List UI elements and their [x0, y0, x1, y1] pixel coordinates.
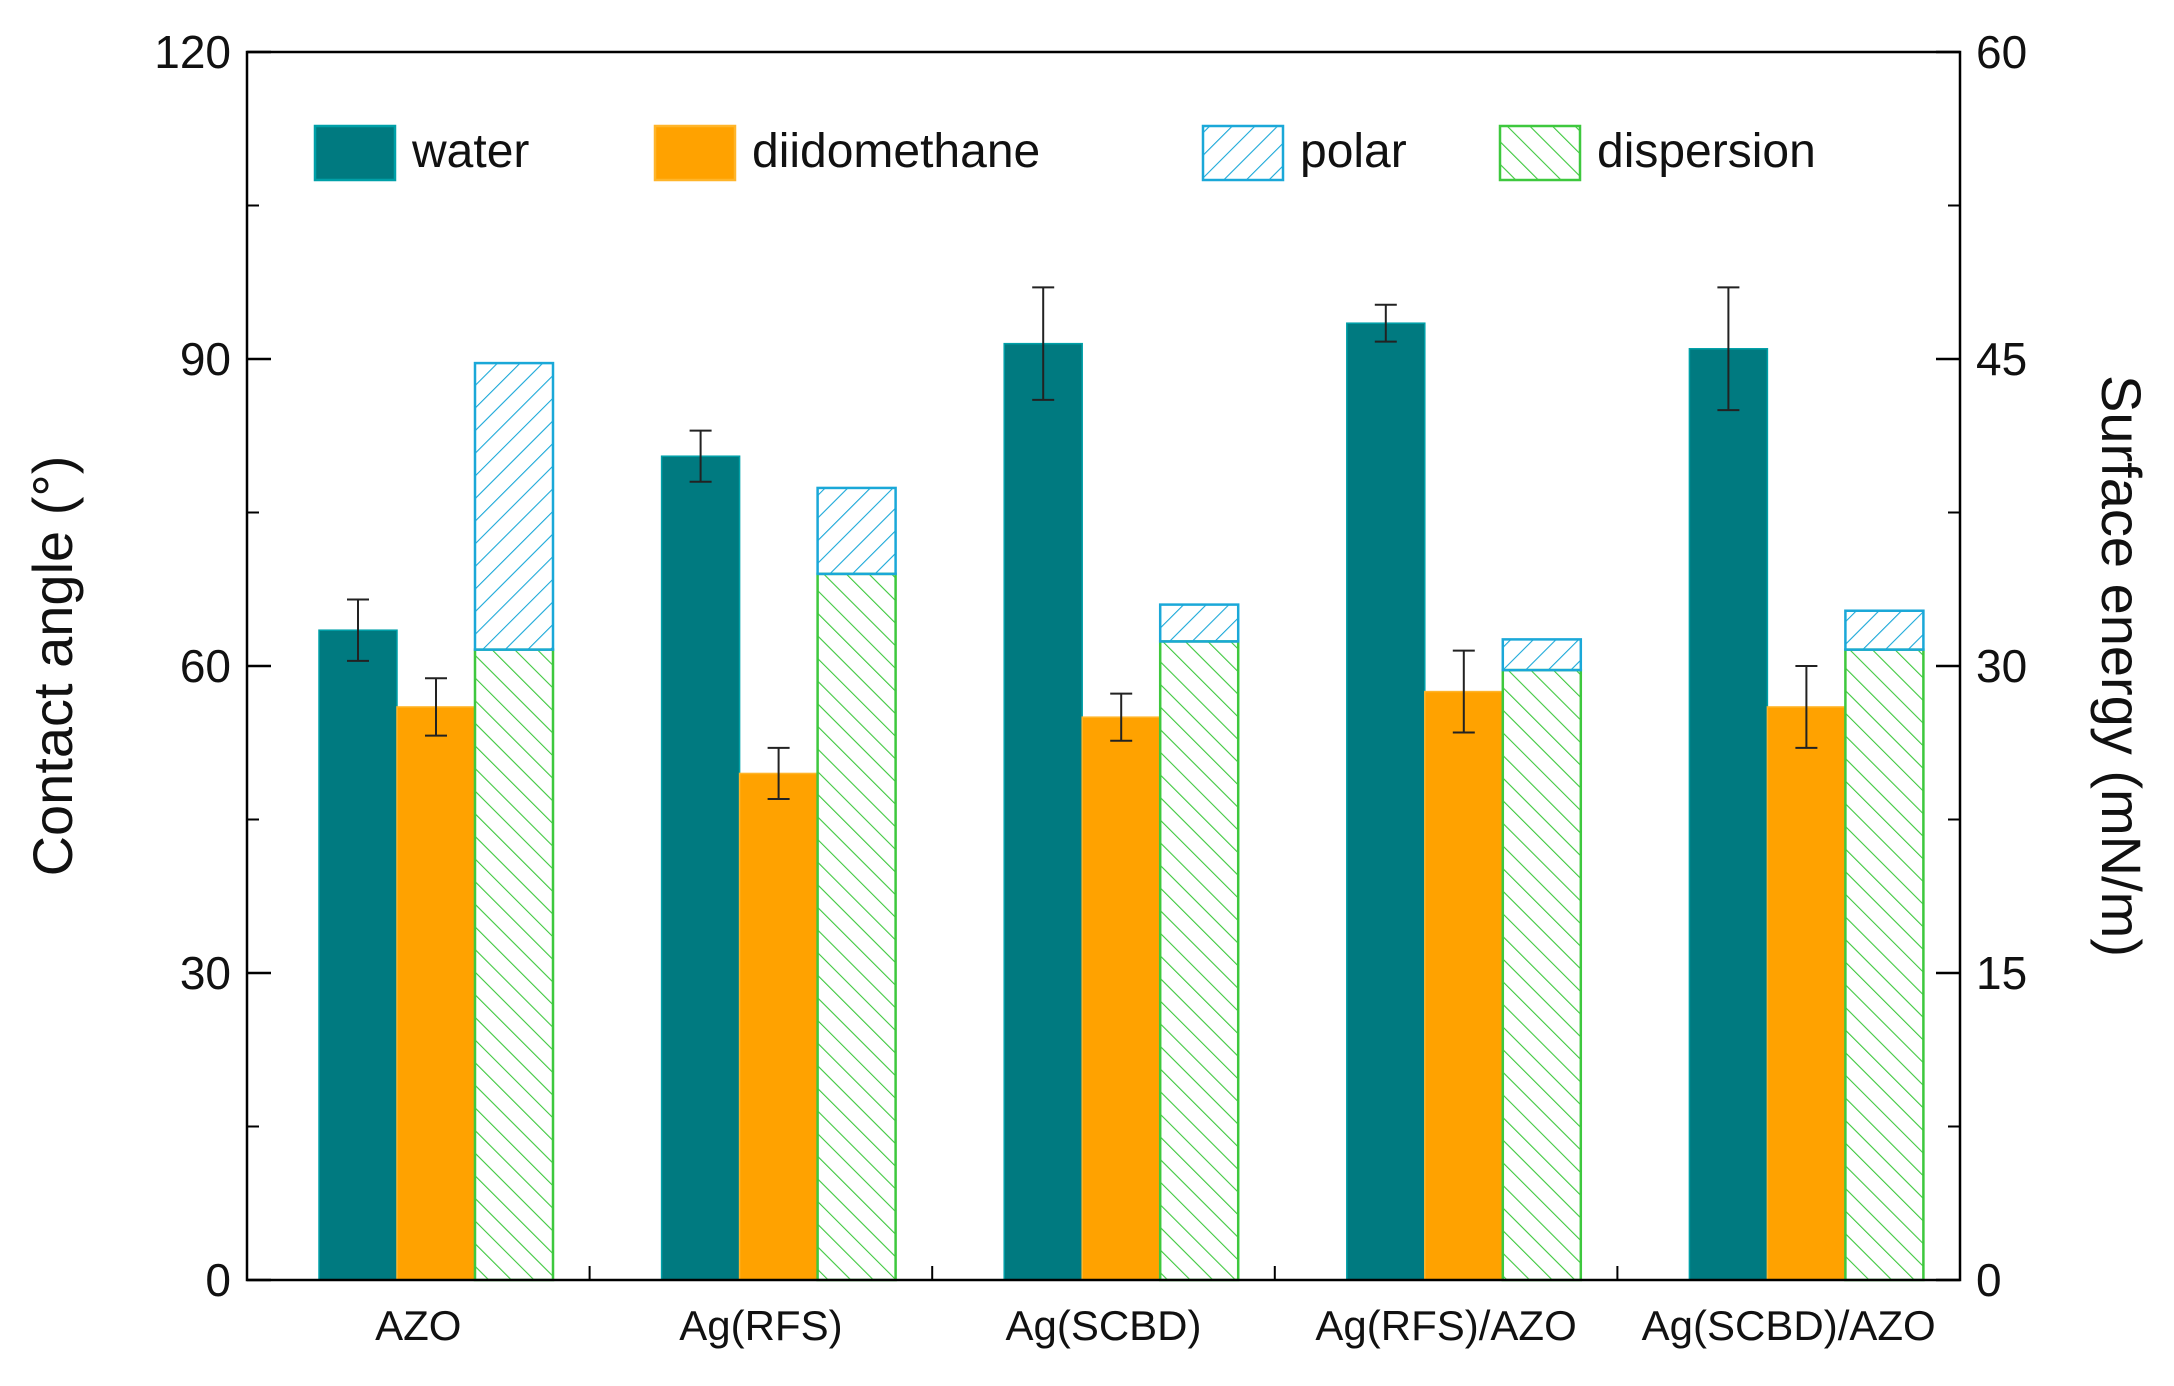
legend-label: diidomethane — [752, 125, 1040, 178]
bar-diidomethane — [1766, 706, 1847, 1281]
bar-polar — [1501, 638, 1583, 672]
bar-water — [1003, 342, 1083, 1281]
bar-dispersion — [1158, 640, 1240, 1282]
bar-dispersion — [1501, 668, 1583, 1282]
legend-label: water — [411, 125, 529, 178]
error-bar-diidomethane — [1795, 665, 1818, 749]
legend-label: polar — [1300, 125, 1407, 178]
legend-swatch — [1498, 124, 1582, 182]
error-bar-water — [1032, 286, 1055, 401]
bar-polar — [1844, 609, 1925, 651]
bar-water — [1346, 322, 1426, 1281]
bar-water — [660, 455, 741, 1281]
error-bar-water — [689, 429, 712, 483]
x-tick-label: Ag(SCBD) — [1005, 1302, 1201, 1349]
legend-swatch — [653, 124, 737, 182]
bar-water — [318, 629, 398, 1281]
bar-dispersion — [816, 572, 897, 1282]
bar-diidomethane — [1081, 716, 1161, 1281]
legend-label: dispersion — [1597, 125, 1816, 178]
y2-tick-label: 0 — [1976, 1254, 2002, 1306]
y-tick-label: 30 — [180, 947, 231, 999]
legend-item-polar: polar — [1201, 124, 1407, 182]
bar-diidomethane — [396, 706, 476, 1281]
y2-tick-label: 60 — [1976, 26, 2027, 78]
x-tick-label: Ag(SCBD)/AZO — [1642, 1302, 1936, 1349]
y2-axis-title: Surface energy (mN/m) — [2090, 375, 2153, 957]
x-tick-label: AZO — [375, 1302, 461, 1349]
bar-water — [1688, 348, 1769, 1281]
error-bar-diidomethane — [1452, 649, 1475, 734]
bar-polar — [473, 361, 555, 651]
legend-item-diidomethane: diidomethane — [653, 124, 1040, 182]
y-tick-label: 60 — [180, 640, 231, 692]
x-tick-label: Ag(RFS)/AZO — [1315, 1302, 1576, 1349]
y-tick-label: 0 — [205, 1254, 231, 1306]
y2-tick-label: 30 — [1976, 640, 2027, 692]
legend-item-dispersion: dispersion — [1498, 124, 1816, 182]
error-bar-water — [1717, 286, 1740, 412]
bar-polar — [1158, 603, 1240, 643]
y2-tick-label: 45 — [1976, 333, 2027, 385]
x-tick-label: Ag(RFS) — [679, 1302, 842, 1349]
bar-dispersion — [473, 648, 555, 1282]
y-tick-label: 90 — [180, 333, 231, 385]
y-tick-label: 120 — [154, 26, 231, 78]
bar-polar — [816, 486, 897, 576]
y-axis-title: Contact angle (°) — [21, 456, 84, 877]
error-bar-diidomethane — [767, 746, 790, 801]
y2-tick-label: 15 — [1976, 947, 2027, 999]
error-bar-diidomethane — [425, 677, 447, 737]
error-bar-diidomethane — [1110, 692, 1133, 742]
error-bar-water — [347, 598, 369, 662]
legend-swatch — [313, 124, 397, 182]
bar-diidomethane — [1424, 690, 1504, 1281]
legend-item-water: water — [313, 124, 529, 182]
error-bar-water — [1374, 303, 1397, 343]
legend-swatch — [1201, 124, 1285, 182]
bar-dispersion — [1844, 648, 1925, 1282]
bar-diidomethane — [738, 772, 819, 1281]
